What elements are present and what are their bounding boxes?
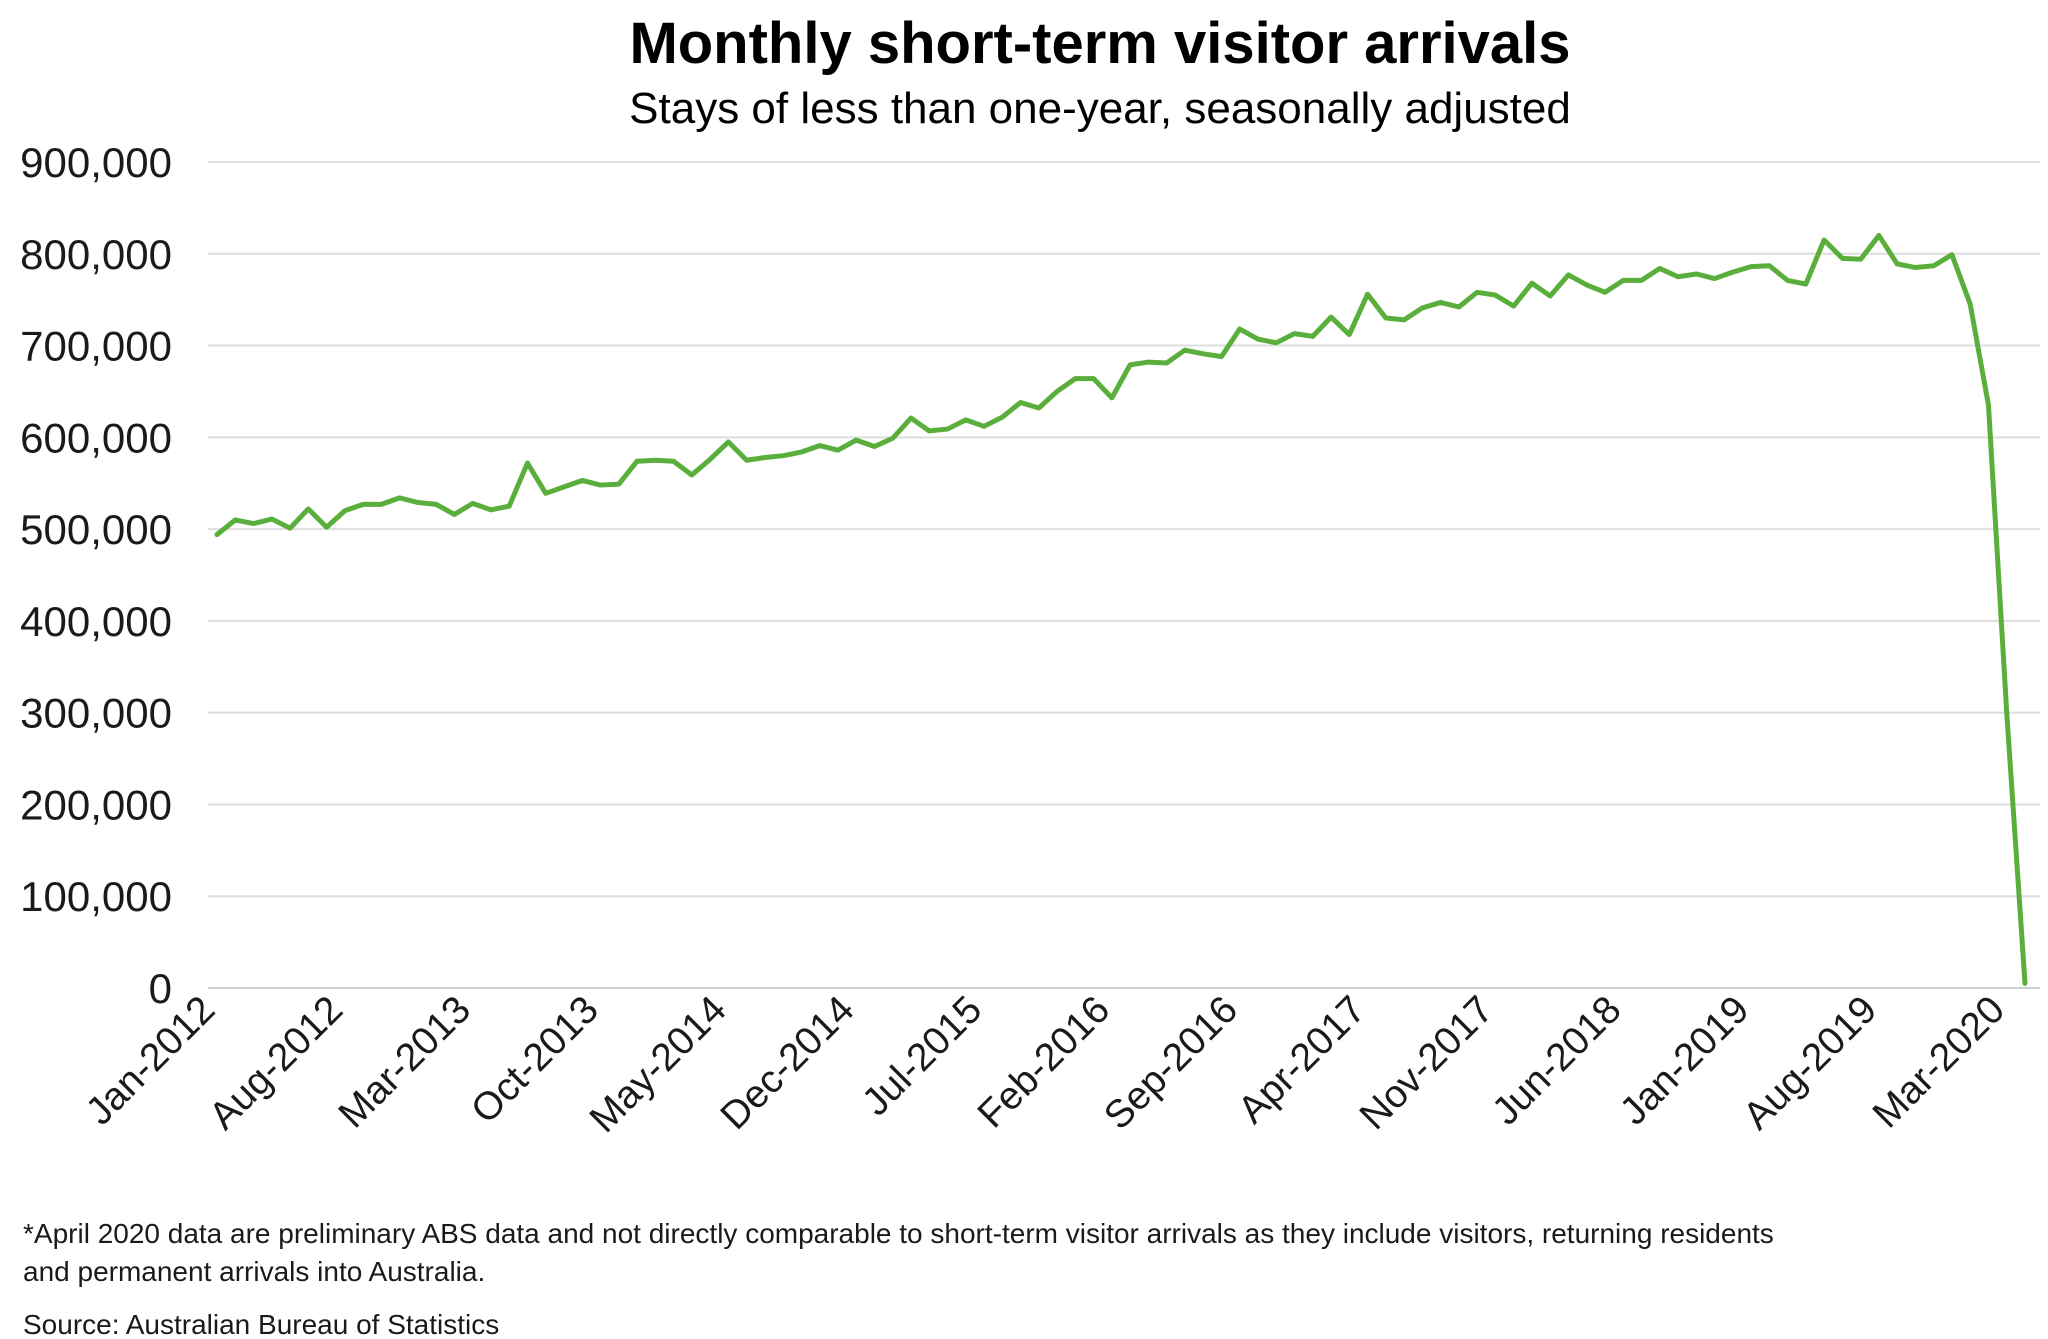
series-group (214, 232, 2028, 986)
y-tick-label: 400,000 (20, 598, 172, 645)
y-tick-label: 900,000 (20, 139, 172, 186)
footnote-line-1: *April 2020 data are preliminary ABS dat… (23, 1218, 1774, 1249)
y-tick-label: 800,000 (20, 231, 172, 278)
x-tick-label: Jan-2019 (1612, 988, 1757, 1133)
y-tick-label: 700,000 (20, 323, 172, 370)
x-tick-label: Mar-2013 (331, 988, 479, 1136)
y-axis: 0 100,000 200,000 300,000 400,000 500,000 600,… (20, 139, 172, 1012)
y-tick-label: 0 (149, 965, 172, 1012)
x-tick-label: Sep-2016 (1096, 988, 1246, 1138)
x-tick-label: Dec-2014 (713, 988, 863, 1138)
chart-subtitle: Stays of less than one-year, seasonally … (629, 84, 1571, 133)
x-tick-label: Mar-2020 (1865, 988, 2013, 1136)
series-line-visitor-arrivals (214, 232, 2028, 986)
x-tick-label: Jun-2018 (1484, 988, 1629, 1133)
x-tick-label: May-2014 (582, 988, 735, 1141)
footnote-line-2: and permanent arrivals into Australia. (23, 1256, 485, 1287)
y-tick-label: 300,000 (20, 690, 172, 737)
y-tick-label: 200,000 (20, 781, 172, 828)
x-tick-label: Aug-2019 (1735, 988, 1885, 1138)
chart-title: Monthly short-term visitor arrivals (629, 11, 1570, 76)
x-axis: Jan-2012Aug-2012Mar-2013Oct-2013May-2014… (78, 988, 2013, 1141)
y-tick-label: 600,000 (20, 414, 172, 461)
y-tick-label: 100,000 (20, 873, 172, 920)
x-tick-label: Nov-2017 (1352, 988, 1502, 1138)
gridlines (208, 161, 2040, 989)
x-tick-label: Jul-2015 (854, 988, 990, 1124)
source-note: Source: Australian Bureau of Statistics (23, 1309, 499, 1339)
y-tick-label: 500,000 (20, 506, 172, 553)
x-tick-label: Apr-2017 (1230, 988, 1374, 1132)
x-tick-label: Feb-2016 (970, 988, 1118, 1136)
x-tick-label: Aug-2012 (201, 988, 351, 1138)
